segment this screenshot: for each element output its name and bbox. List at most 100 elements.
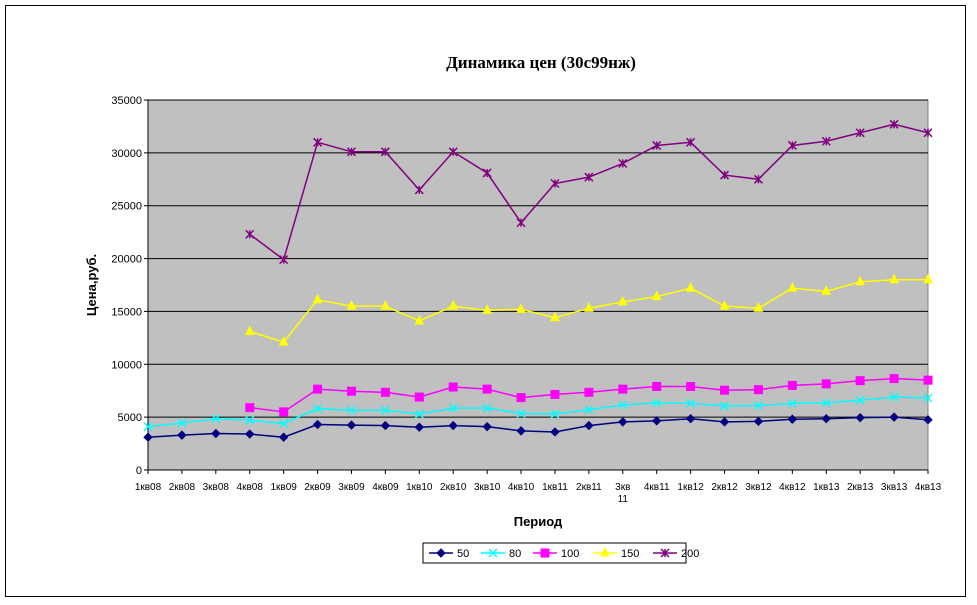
data-point [380,405,390,415]
data-point [651,416,662,426]
data-point [584,387,594,397]
data-point [787,398,797,408]
x-tick-label: 3кв12 [745,482,772,493]
data-point [482,421,492,432]
y-axis-title: Цена,руб. [84,254,99,316]
data-point [889,412,899,422]
y-tick-label: 5000 [118,412,142,424]
x-tick-label: 4кв09 [372,482,399,493]
x-tick-label: 11 [618,494,629,505]
data-point [380,387,390,397]
legend-item: 50 [429,548,469,560]
data-point [652,398,662,408]
data-point [651,290,662,301]
data-point [753,400,763,411]
data-point [279,407,289,417]
data-point [753,174,763,184]
data-point [618,400,628,410]
data-point [787,380,797,390]
x-tick-label: 4кв13 [915,482,942,493]
data-point [380,420,391,431]
data-point [346,147,357,157]
data-point [686,381,696,391]
data-point [685,282,696,292]
data-point [540,548,550,558]
series-150 [244,273,933,346]
data-point [550,427,560,437]
series-50 [143,412,933,442]
data-point [855,376,865,386]
data-point [177,418,187,428]
data-point [482,384,492,394]
data-point [516,218,526,228]
data-point [245,415,255,425]
data-point [685,414,696,424]
x-tick-label: 2кв13 [847,482,874,493]
data-point [448,300,459,310]
data-point [787,414,798,424]
data-point [312,293,323,304]
legend-item: 200 [653,548,699,560]
data-point [346,386,356,396]
data-point [211,428,221,439]
data-point [821,285,832,295]
data-point [923,393,933,403]
data-point [482,168,492,178]
data-point [923,375,933,385]
data-point [855,128,865,138]
data-point [278,335,289,346]
data-point [584,172,594,182]
series-line [147,396,929,428]
data-point [516,408,526,418]
data-point [923,273,933,284]
data-point [652,381,662,391]
x-tick-label: 3кв13 [881,482,908,493]
data-point [482,403,492,413]
data-point [488,548,498,558]
data-point [618,417,628,427]
data-point [448,147,458,157]
data-point [889,374,899,384]
x-tick-label: 3кв10 [474,482,501,493]
data-point [550,178,560,189]
y-tick-label: 15000 [111,306,142,318]
data-point [414,314,425,325]
series-80 [143,392,933,432]
data-point [550,311,560,322]
y-tick-label: 25000 [111,201,142,213]
data-point [380,300,391,310]
x-tick-label: 2кв08 [169,482,196,493]
legend-label: 80 [509,548,521,560]
y-tick-label: 35000 [111,95,142,107]
data-point [414,422,425,432]
data-point [482,304,492,314]
chart-title: Динамика цен (30с99нж) [446,53,636,72]
x-tick-label: 2кв10 [440,482,467,493]
data-point [686,137,696,147]
data-point [313,404,323,414]
data-point [177,430,187,440]
data-point [617,295,628,306]
series-line [147,416,929,438]
data-point [719,417,730,427]
data-point [245,429,255,439]
data-point [584,420,594,431]
legend-label: 200 [681,548,699,560]
data-point [448,382,458,392]
legend: 50 80 100 150 200 [422,542,699,564]
data-point [686,398,696,408]
legend-label: 100 [561,548,579,560]
data-point [889,392,899,402]
data-point [787,140,797,150]
legend-item: 80 [481,548,521,560]
data-point [753,385,763,395]
data-point [652,140,662,150]
data-point [211,414,221,424]
data-point [584,302,594,312]
data-point [923,128,933,138]
series-100 [245,374,933,417]
data-point [516,303,526,313]
x-tick-label: 1кв08 [135,482,162,493]
y-axis-ticks: 0 5000 10000 15000 20000 25000 30000 35000 [111,95,928,477]
